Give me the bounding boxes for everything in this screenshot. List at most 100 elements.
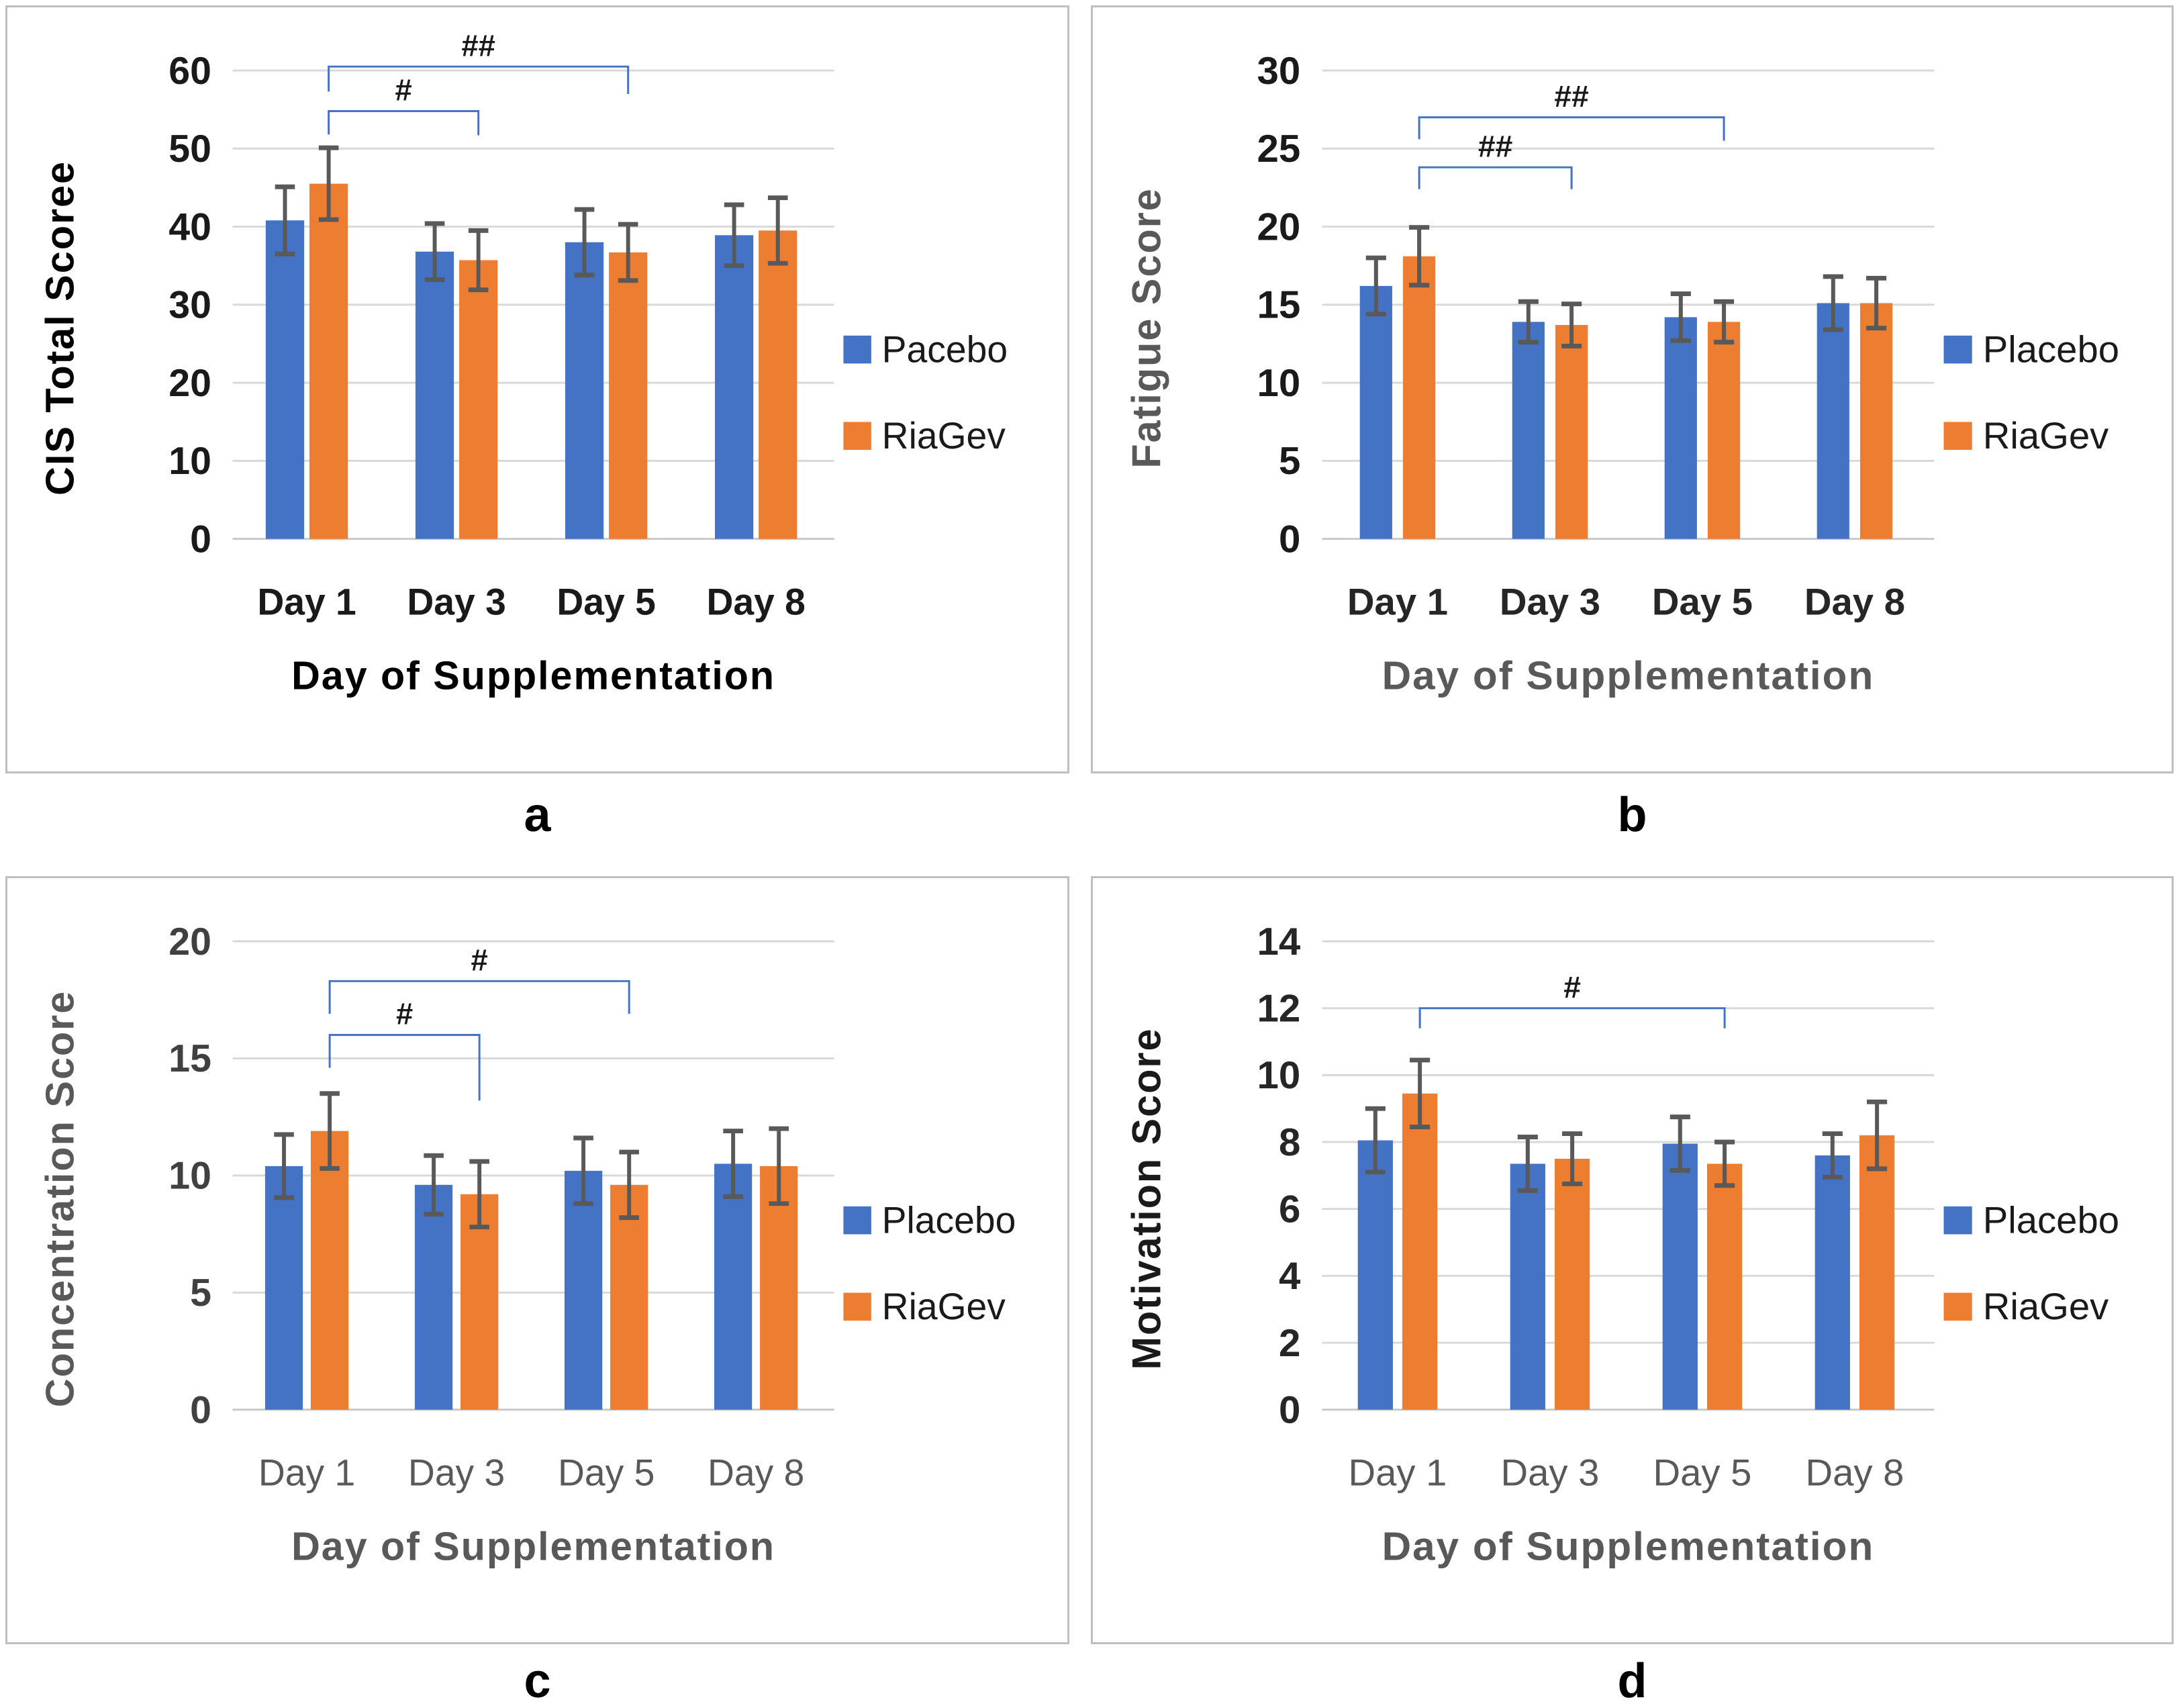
significance-brackets: ## bbox=[328, 943, 630, 1101]
y-tick-label: 20 bbox=[168, 362, 211, 405]
x-tick-label: Day 8 bbox=[1805, 1452, 1904, 1494]
bracket-day1-to-day3 bbox=[1418, 166, 1573, 189]
significance-label: # bbox=[396, 997, 413, 1031]
y-tick-label: 5 bbox=[1279, 440, 1300, 483]
y-tick-label: 0 bbox=[1279, 1389, 1300, 1432]
significance-label: ## bbox=[1554, 79, 1588, 113]
bracket-day1-to-day3 bbox=[328, 109, 480, 136]
panel-letter-b: b bbox=[1617, 788, 1647, 842]
x-tick-label: Day 8 bbox=[708, 1452, 804, 1493]
legend-swatch-riagev bbox=[1943, 422, 1972, 450]
y-axis-title: Fatigue Score bbox=[1124, 187, 1169, 468]
error-bars bbox=[275, 145, 788, 293]
significance-label: ## bbox=[461, 28, 495, 62]
x-tick-label: Day 8 bbox=[706, 581, 805, 622]
bar-pacebo-day-5 bbox=[565, 242, 604, 539]
legend-label-riagev: RiaGev bbox=[882, 1286, 1006, 1327]
error-bars bbox=[274, 1091, 789, 1230]
legend-swatch-placebo bbox=[843, 1206, 871, 1235]
x-axis-tick-labels: Day 1 Day 3 Day 5 Day 8 bbox=[1347, 581, 1905, 623]
y-axis-title: Concentration Score bbox=[38, 990, 83, 1407]
bar-placebo-day-5 bbox=[1664, 317, 1697, 539]
y-tick-label: 10 bbox=[168, 440, 211, 483]
y-tick-label: 30 bbox=[1257, 50, 1301, 93]
y-tick-label: 40 bbox=[168, 205, 211, 248]
x-axis-tick-labels: Day 1 Day 3 Day 5 Day 8 bbox=[258, 1452, 804, 1493]
legend: Placebo RiaGev bbox=[1943, 328, 2119, 457]
bar-riagev-day-5 bbox=[609, 252, 648, 539]
panel-d: 0 2 4 6 8 10 12 14 Motivation Score # Day 1 Day 3 Da… bbox=[1091, 876, 2174, 1644]
legend-swatch-placebo bbox=[1943, 335, 1972, 364]
bracket-day1-to-day5 bbox=[328, 65, 630, 94]
y-tick-label: 20 bbox=[1257, 206, 1301, 249]
bar-riagev-day-8 bbox=[759, 230, 797, 539]
y-axis-tick-labels: 0 2 4 6 8 10 12 14 bbox=[1257, 920, 1301, 1431]
x-tick-label: Day 5 bbox=[1653, 1452, 1751, 1494]
legend-label-riagev: RiaGev bbox=[882, 415, 1006, 457]
y-tick-label: 10 bbox=[1257, 362, 1301, 405]
bar-pacebo-day-8 bbox=[714, 235, 754, 539]
bar-riagev-day-5 bbox=[610, 1184, 648, 1410]
significance-label: # bbox=[395, 73, 412, 107]
x-tick-label: Day 5 bbox=[558, 1452, 655, 1493]
legend-swatch-riagev bbox=[1943, 1292, 1972, 1321]
y-axis-title: CIS Total Scoree bbox=[38, 160, 83, 495]
legend-label-placebo: Placebo bbox=[882, 1199, 1016, 1241]
y-tick-label: 0 bbox=[190, 518, 211, 561]
bars bbox=[264, 1131, 798, 1410]
significance-brackets: # bbox=[1418, 969, 1726, 1029]
y-axis-tick-labels: 0 5 10 15 20 bbox=[168, 920, 211, 1432]
y-tick-label: 6 bbox=[1279, 1188, 1300, 1231]
bar-placebo-day-3 bbox=[414, 1184, 453, 1410]
bars bbox=[1357, 1093, 1895, 1410]
legend-label-placebo: Placebo bbox=[1983, 328, 2119, 371]
y-tick-label: 14 bbox=[1257, 920, 1301, 963]
bar-placebo-day-1 bbox=[264, 1166, 303, 1410]
x-tick-label: Day 1 bbox=[1347, 581, 1448, 623]
bar-riagev-day-5 bbox=[1707, 322, 1741, 539]
x-tick-label: Day 8 bbox=[1804, 581, 1905, 623]
y-tick-label: 10 bbox=[168, 1155, 211, 1198]
bar-riagev-day-3 bbox=[1554, 1158, 1590, 1410]
y-tick-label: 30 bbox=[168, 284, 211, 327]
y-axis-title: Motivation Score bbox=[1124, 1028, 1169, 1370]
bracket-day1-to-day3 bbox=[328, 1034, 481, 1101]
x-tick-label: Day 3 bbox=[1501, 1452, 1600, 1494]
bar-placebo-day-8 bbox=[1814, 1155, 1850, 1410]
x-tick-label: Day 5 bbox=[1652, 581, 1753, 623]
legend-swatch-riagev bbox=[843, 1292, 871, 1321]
y-tick-label: 60 bbox=[168, 50, 211, 93]
legend-swatch-pacebo bbox=[843, 335, 871, 364]
x-axis-title: Day of Supplementation bbox=[1382, 1524, 1875, 1569]
y-tick-label: 0 bbox=[1279, 518, 1300, 561]
legend: Pacebo RiaGev bbox=[843, 328, 1008, 457]
x-tick-label: Day 3 bbox=[407, 581, 505, 622]
bar-placebo-day-5 bbox=[564, 1170, 603, 1410]
bar-riagev-day-3 bbox=[461, 1194, 499, 1410]
bar-riagev-day-1 bbox=[1403, 256, 1436, 539]
bar-placebo-day-5 bbox=[1662, 1143, 1698, 1410]
y-axis-tick-labels: 0 5 10 15 20 25 30 bbox=[1257, 50, 1301, 561]
bar-riagev-day-1 bbox=[309, 183, 348, 539]
y-tick-label: 2 bbox=[1279, 1322, 1300, 1365]
bar-placebo-day-8 bbox=[1817, 303, 1849, 539]
y-axis-tick-labels: 0 10 20 30 40 50 60 bbox=[168, 50, 211, 561]
significance-label: ## bbox=[1478, 129, 1512, 164]
bracket-day1-to-day5 bbox=[1418, 1007, 1726, 1029]
panel-letter-a: a bbox=[524, 788, 551, 842]
legend: Placebo RiaGev bbox=[843, 1199, 1016, 1327]
x-tick-label: Day 3 bbox=[408, 1452, 505, 1493]
y-tick-label: 4 bbox=[1279, 1255, 1300, 1298]
significance-label: # bbox=[1563, 969, 1581, 1004]
bar-riagev-day-8 bbox=[760, 1166, 798, 1410]
y-tick-label: 15 bbox=[1257, 284, 1301, 327]
error-bars bbox=[1365, 225, 1887, 348]
panel-letter-d: d bbox=[1617, 1654, 1647, 1708]
